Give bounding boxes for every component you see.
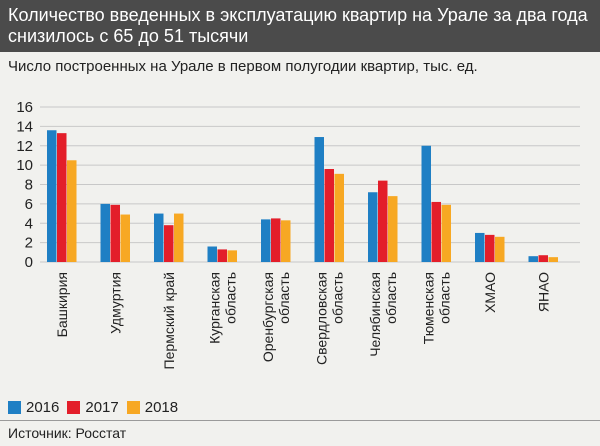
bar-2017-3 [217,249,227,262]
y-tick-label: 4 [25,215,33,232]
bar-2016-8 [475,232,485,262]
y-tick-label: 14 [16,118,33,135]
bar-2018-1 [120,214,130,262]
category-label: Удмуртия [107,272,123,334]
source-note: Источник: Росстат [8,425,127,441]
y-tick-label: 6 [25,196,33,213]
bar-2016-5 [314,137,324,262]
category-label: область [329,272,345,324]
bar-2018-8 [495,236,505,262]
legend-swatch [126,400,140,414]
bar-2018-2 [174,213,184,262]
y-tick-label: 16 [16,99,33,116]
bar-2018-0 [67,160,77,262]
bar-2018-6 [388,196,398,262]
bar-2016-2 [154,213,164,262]
bar-2017-6 [378,180,388,262]
y-tick-label: 12 [16,138,33,155]
bar-2016-6 [368,192,378,262]
legend-swatch [67,400,81,414]
bar-2016-9 [528,256,538,262]
bar-2018-5 [334,173,344,262]
y-tick-label: 10 [16,157,33,174]
bar-2016-0 [47,130,57,262]
header-title-line2: снизилось с 65 до 51 тысячи [8,26,249,46]
chart-legend: 2016 2017 2018 [8,396,186,418]
legend-label: 2016 [26,398,60,416]
category-label: область [276,272,292,324]
footer-divider [0,420,600,421]
category-label: Свердловская [313,272,329,365]
legend-item-2016: 2016 [8,399,59,416]
legend-item-2018: 2018 [126,398,179,416]
category-label: Оренбургская [260,272,276,362]
bar-2017-4 [271,218,281,262]
legend-label: 2017 [85,398,119,416]
category-label: область [383,272,399,324]
bar-2017-7 [431,201,441,262]
category-label: Пермский край [161,272,177,369]
legend-swatch [8,400,21,414]
bar-2017-2 [164,225,174,262]
header-title-line1: Количество введенных в эксплуатацию квар… [8,5,588,25]
bar-2017-1 [110,204,120,262]
category-label: Челябинская [367,272,383,357]
bar-2018-9 [548,257,558,262]
category-label: Курганская [206,272,222,344]
bar-2017-8 [485,234,495,262]
category-label: Башкирия [54,272,70,337]
y-tick-label: 2 [25,235,33,252]
category-label: Тюменская [420,272,436,344]
legend-item-2017: 2017 [67,398,119,416]
bar-2017-0 [57,133,67,262]
bar-2017-9 [538,255,548,262]
bar-2017-5 [324,169,334,262]
chart-header: Количество введенных в эксплуатацию квар… [0,0,600,52]
y-tick-label: 0 [25,254,33,271]
bar-chart: 0 2 4 6 8 10 12 14 16 Башкирия Удмуртия Пермский кр… [16,99,580,369]
legend-label: 2018 [144,398,179,416]
bar-2018-3 [227,250,237,262]
bar-2018-7 [441,204,451,262]
bar-2018-4 [281,220,291,262]
bar-2016-1 [100,203,110,262]
category-label: область [436,272,452,324]
y-tick-label: 8 [25,177,33,194]
category-label: область [222,272,238,324]
bar-2016-7 [421,145,431,262]
bar-2016-4 [261,219,271,262]
chart-subtitle: Число построенных на Урале в первом полу… [8,58,478,75]
category-label: ХМАО [482,272,498,313]
bar-2016-3 [207,246,217,262]
category-label: ЯНАО [535,272,551,312]
